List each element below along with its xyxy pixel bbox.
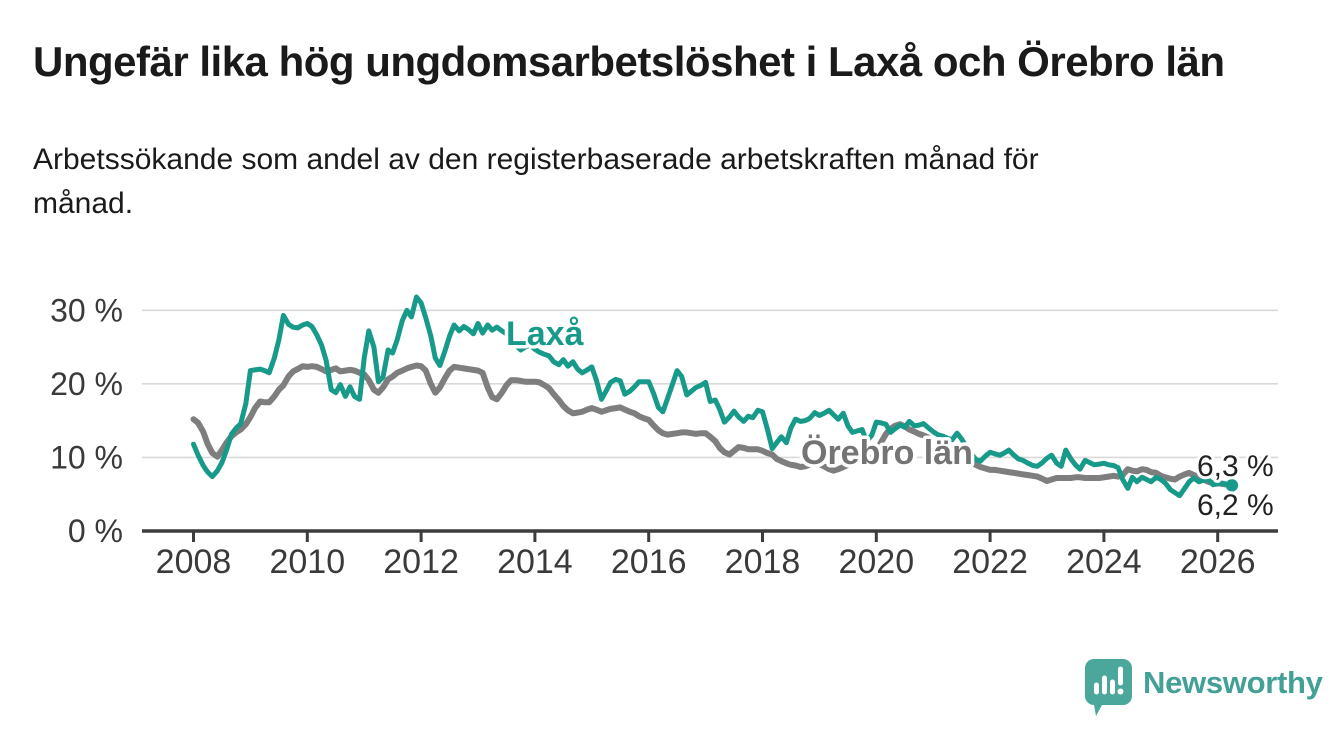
y-tick-label: 10 %	[50, 439, 123, 475]
end-value-label: 6,2 %	[1197, 489, 1274, 522]
series-line-laxa	[191, 294, 1235, 499]
series-label-laxa: Laxå	[506, 315, 584, 353]
newsworthy-logo-text: Newsworthy	[1143, 665, 1323, 700]
x-tick-label: 2018	[725, 543, 801, 581]
series-line-orebro	[190, 362, 1231, 488]
chart-title: Ungefär lika hög ungdomsarbetslöshet i L…	[33, 38, 1225, 85]
logo-bar-chart-glyph	[1094, 666, 1123, 695]
logo-exclamation-dot	[1117, 688, 1124, 695]
x-tick-label: 2010	[269, 543, 345, 581]
chart-subtitle-line-1: Arbetssökande som andel av den registerb…	[33, 143, 1039, 176]
laxa-end-point-marker	[1225, 479, 1239, 492]
logo-bubble-shape	[1085, 659, 1132, 716]
y-tick-label: 30 %	[50, 292, 123, 328]
x-tick-label: 2008	[156, 543, 232, 581]
x-tick-label: 2014	[497, 543, 573, 581]
x-tick-label: 2020	[838, 543, 914, 581]
newsworthy-logo-icon	[1085, 659, 1132, 716]
x-tick-label: 2022	[952, 543, 1028, 581]
chart-subtitle-line-2: månad.	[33, 186, 134, 220]
y-tick-label: 20 %	[50, 366, 123, 402]
x-tick-label: 2012	[383, 543, 459, 581]
y-tick-label: 0 %	[68, 513, 123, 549]
series-label-orebro: Örebro län	[801, 434, 973, 472]
end-value-label: 6,3 %	[1197, 450, 1274, 483]
x-tick-label: 2024	[1066, 543, 1142, 581]
x-tick-label: 2026	[1180, 543, 1256, 581]
newsworthy-logo: Newsworthy	[1085, 659, 1323, 717]
x-tick-label: 2016	[611, 543, 687, 581]
chart-subtitle: Arbetssökande som andel av den registerb…	[33, 138, 1273, 225]
